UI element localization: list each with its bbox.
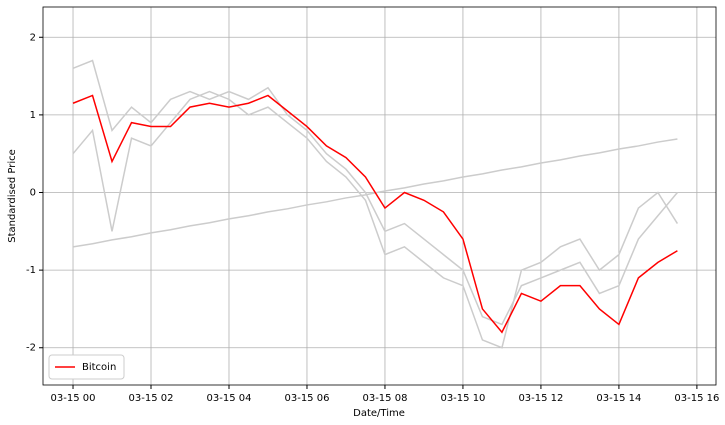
y-tick-label: 0 (30, 188, 36, 199)
x-tick-label: 03-15 08 (362, 393, 407, 404)
y-tick-label: -2 (26, 343, 36, 354)
x-tick-label: 03-15 14 (596, 393, 641, 404)
x-tick-label: 03-15 00 (51, 393, 96, 404)
x-tick-label: 03-15 16 (674, 393, 719, 404)
x-tick-label: 03-15 04 (207, 393, 252, 404)
plot-frame (42, 6, 717, 386)
legend-label: Bitcoin (82, 362, 116, 373)
series-line (72, 59, 678, 326)
x-tick-label: 03-15 12 (518, 393, 563, 404)
y-axis-label: Standardised Price (7, 149, 18, 243)
y-tick-label: -1 (26, 265, 36, 276)
series-line (72, 90, 679, 349)
y-tick-label: 2 (30, 32, 36, 43)
x-axis-label: Date/Time (353, 408, 405, 419)
legend-box (48, 354, 125, 380)
x-tick-label: 03-15 06 (284, 393, 329, 404)
x-tick-label: 03-15 10 (440, 393, 485, 404)
x-tick-label: 03-15 02 (129, 393, 174, 404)
series-line (72, 94, 678, 334)
y-tick-label: 1 (30, 110, 36, 121)
